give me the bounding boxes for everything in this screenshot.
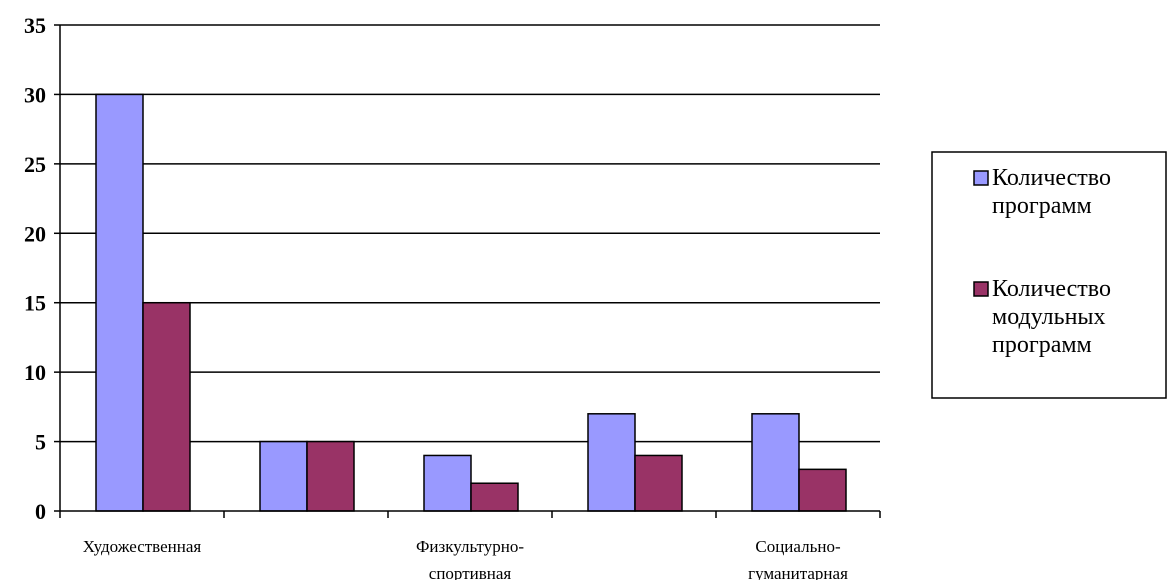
bar-series-1 xyxy=(423,454,472,512)
x-category-label: гуманитарная xyxy=(748,564,848,580)
legend-label-2: программ xyxy=(992,332,1092,358)
x-category-label: спортивная xyxy=(429,564,512,580)
y-tick-label: 0 xyxy=(35,499,46,524)
legend-label-2: Количество xyxy=(992,276,1111,302)
axes xyxy=(59,25,880,512)
y-tick-label: 30 xyxy=(24,82,46,107)
y-tick-label: 20 xyxy=(24,221,46,246)
legend-swatch-1 xyxy=(973,170,989,186)
bar-series-2 xyxy=(634,454,683,512)
bar-series-1 xyxy=(751,413,800,512)
x-category-label: Художественная xyxy=(83,537,202,556)
x-category-labels: Художественная Физкультурно-спортивная Соц… xyxy=(59,511,881,580)
bar-series-2 xyxy=(142,301,191,512)
x-category-label: Физкультурно- xyxy=(416,537,524,556)
y-tick-label: 25 xyxy=(24,152,46,177)
gridlines xyxy=(60,24,880,443)
bar-series-2 xyxy=(798,468,847,512)
x-category-label: Социально- xyxy=(755,537,841,556)
y-tick-label: 15 xyxy=(24,291,46,316)
bar-series-2 xyxy=(470,482,519,512)
y-tick-labels: 0 5 10 15 20 25 30 35 xyxy=(24,13,60,524)
y-tick-label: 5 xyxy=(35,430,46,455)
y-tick-label: 10 xyxy=(24,360,46,385)
legend-box xyxy=(931,151,1167,399)
legend-swatch-2 xyxy=(973,281,989,297)
y-tick-label: 35 xyxy=(24,13,46,38)
legend-label-1: Количество xyxy=(992,165,1111,191)
bar-series-1 xyxy=(95,93,144,512)
bar-series-1 xyxy=(587,413,636,512)
bar-series-2 xyxy=(306,440,355,512)
legend-label-2: модульных xyxy=(992,304,1106,330)
legend-label-1: программ xyxy=(992,193,1092,219)
legend: КоличествопрограммКоличествомодульныхпро… xyxy=(931,151,1167,399)
bar-series-1 xyxy=(259,440,308,512)
